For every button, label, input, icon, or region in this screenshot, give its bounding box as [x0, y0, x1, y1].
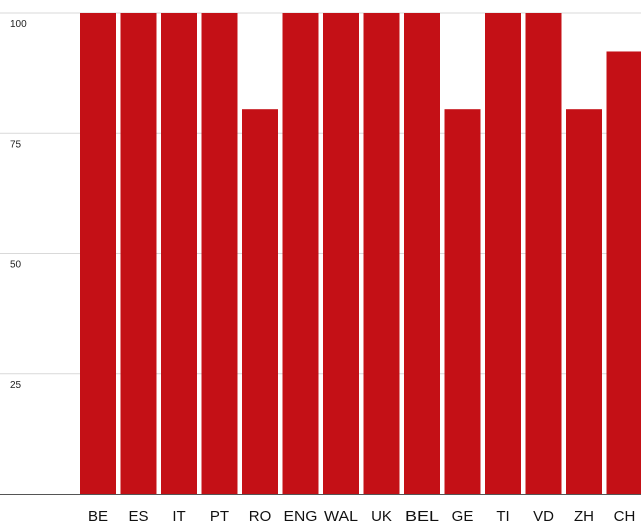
x-tick-label: ES: [128, 508, 148, 525]
x-tick-label: GE: [452, 508, 474, 525]
bar-vd: [525, 13, 562, 494]
bar-ro: [242, 109, 278, 494]
x-tick-label: ZH: [574, 508, 594, 525]
y-tick-label: 100: [10, 19, 27, 30]
x-tick-label: IT: [172, 508, 185, 525]
x-tick-label: WAL: [324, 508, 358, 525]
x-tick-label: ENG: [284, 508, 318, 525]
y-tick-label: 50: [10, 260, 22, 271]
bar-zh: [566, 109, 602, 494]
bar-ch: [606, 51, 641, 494]
x-tick-label: BE: [88, 508, 108, 525]
x-tick-labels: BE ES IT PT RO ENG WAL UK BEL GE TI VD ZH CH: [88, 508, 635, 525]
bar-eng: [282, 13, 319, 494]
bar-es: [120, 13, 157, 494]
x-tick-label: RO: [249, 508, 272, 525]
x-tick-label: PT: [210, 508, 229, 525]
bar-it: [161, 13, 197, 494]
bar-wal: [323, 13, 359, 494]
bars: [80, 13, 641, 494]
y-tick-label: 75: [10, 139, 22, 150]
x-tick-label: VD: [533, 508, 554, 525]
x-tick-label: TI: [496, 508, 509, 525]
y-tick-label: 25: [10, 380, 22, 391]
bar-ti: [485, 13, 521, 494]
x-tick-label: BEL: [405, 508, 439, 525]
bar-pt: [201, 13, 238, 494]
x-tick-label: UK: [371, 508, 392, 525]
bar-ge: [444, 109, 481, 494]
bar-uk: [363, 13, 400, 494]
bar-be: [80, 13, 116, 494]
bar-bel: [404, 13, 440, 494]
y-tick-labels: 100 75 50 25: [10, 19, 27, 391]
x-tick-label: CH: [614, 508, 636, 525]
